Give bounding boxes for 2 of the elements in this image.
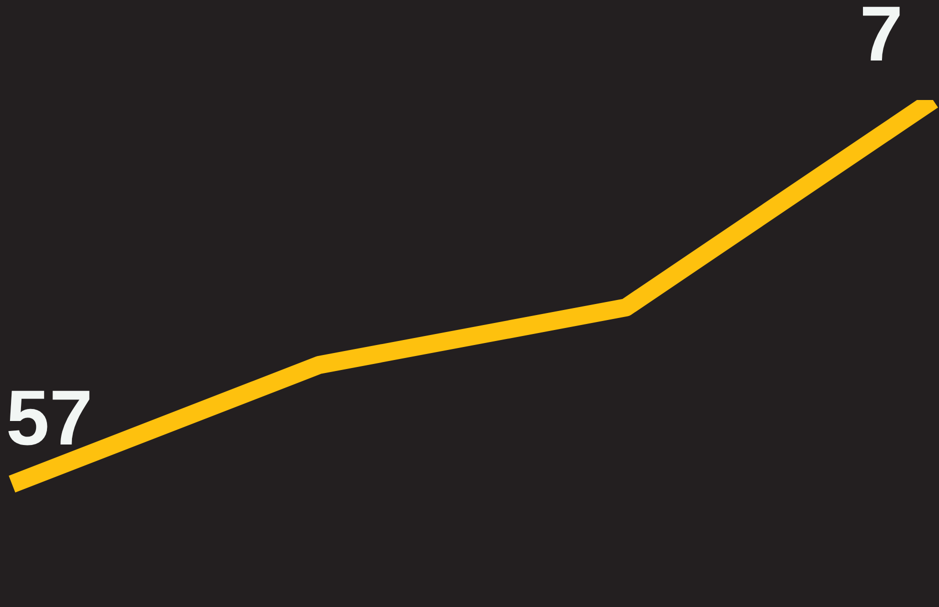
annotation: 57 <box>6 374 93 462</box>
text: 7 <box>860 0 903 78</box>
